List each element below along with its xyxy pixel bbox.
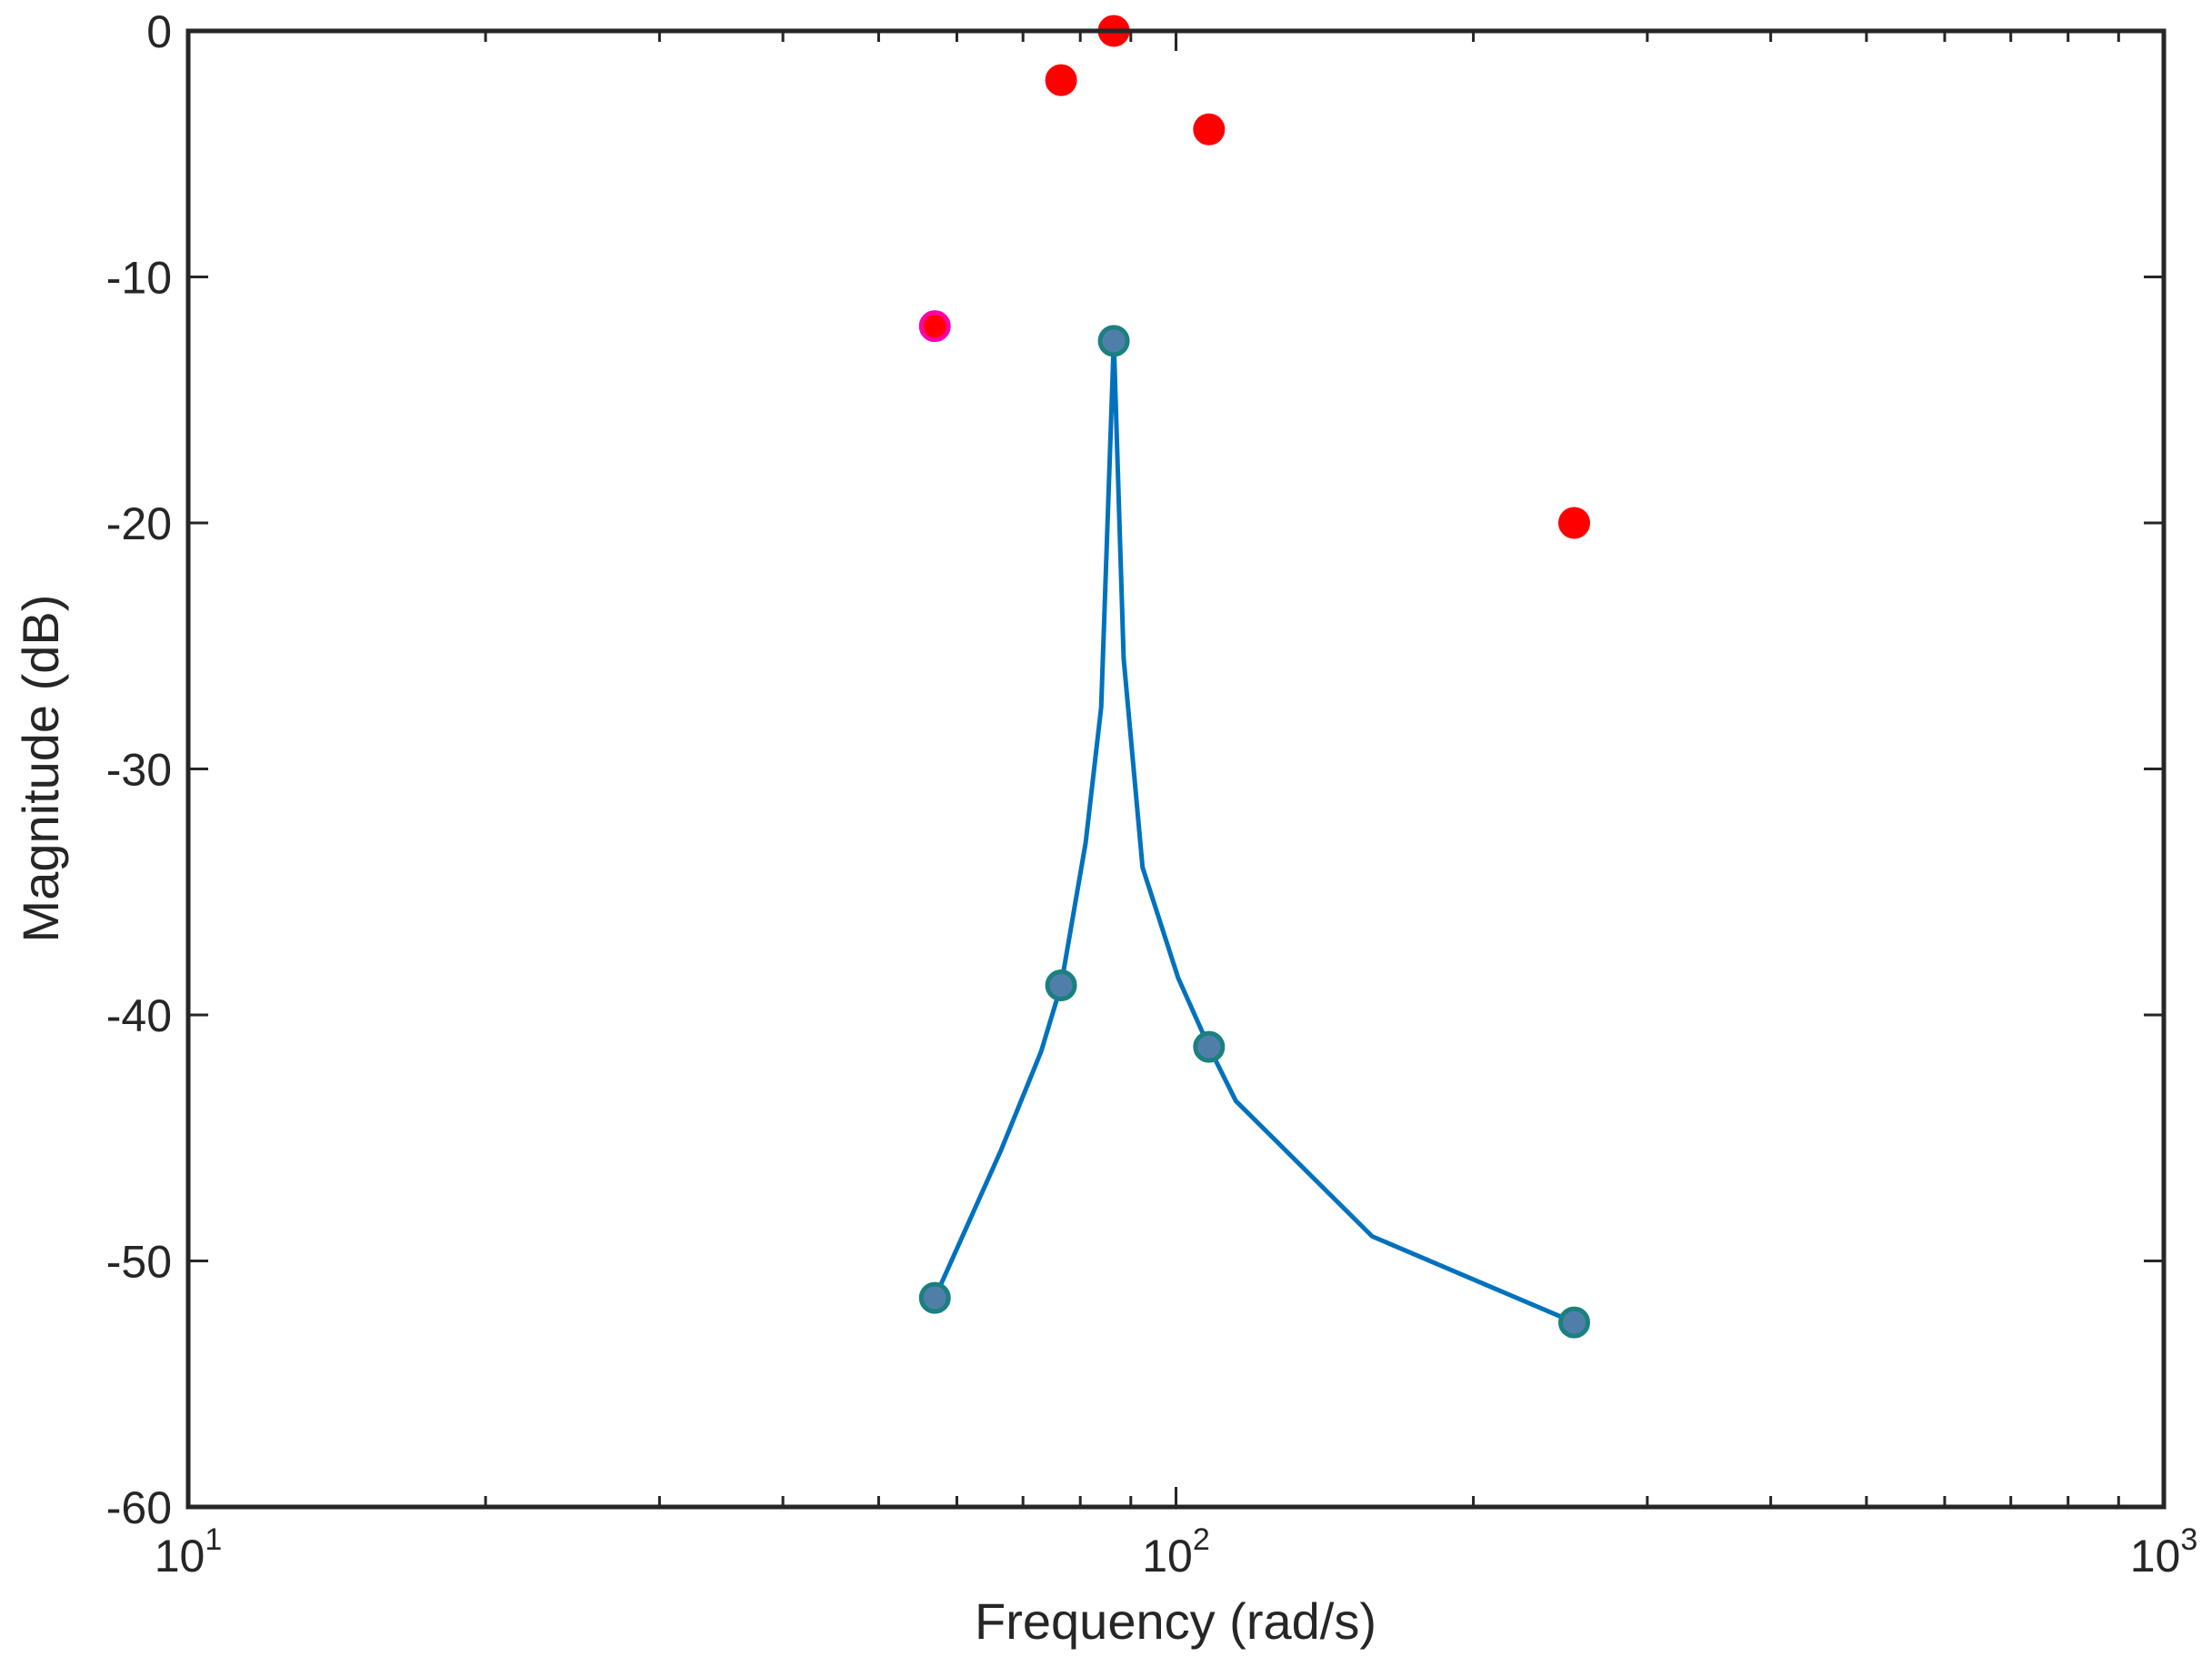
data-point (918, 1281, 951, 1314)
series-curves (933, 338, 1576, 1325)
y-axis-label: Magnitude (dB) (12, 595, 69, 943)
y-tick-label: -60 (106, 1482, 172, 1533)
y-tick-label: -20 (106, 498, 172, 549)
data-point (1557, 507, 1590, 539)
data-point (1193, 1030, 1226, 1063)
x-tick-label: 103 (2130, 1522, 2198, 1582)
x-tick-label: 102 (1142, 1522, 1210, 1582)
response-line (933, 338, 1576, 1325)
x-tick-label: 101 (155, 1522, 223, 1582)
data-point (1557, 1306, 1590, 1339)
data-point (1097, 325, 1130, 357)
x-axis-label: Frequency (rad/s) (975, 1592, 1376, 1650)
data-point (1045, 969, 1077, 1002)
axes-box (185, 28, 2167, 1510)
y-tick-label: 0 (146, 6, 172, 57)
plot-area (188, 31, 2164, 1507)
y-tick-label: -30 (106, 745, 172, 796)
data-point (1193, 113, 1226, 146)
y-tick-label: -40 (106, 990, 172, 1041)
data-point (918, 310, 951, 343)
y-tick-label: -50 (106, 1237, 172, 1288)
y-tick-label: -10 (106, 253, 172, 304)
data-point (1045, 64, 1077, 96)
series-markers (918, 15, 1590, 1339)
